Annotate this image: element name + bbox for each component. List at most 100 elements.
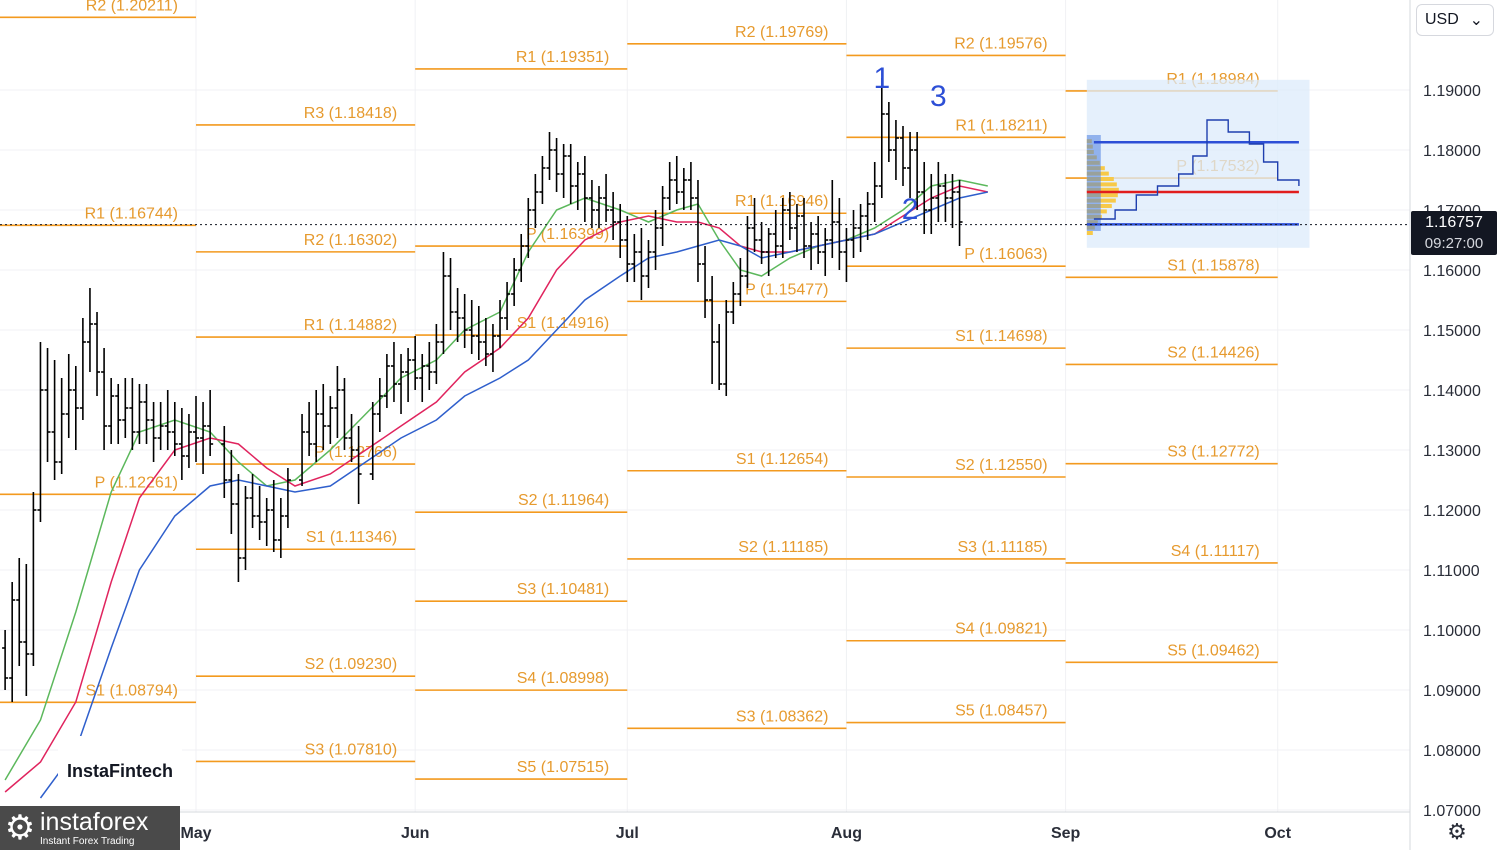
current-price-value: 1.16757 xyxy=(1425,214,1483,231)
ohlc-bar xyxy=(595,186,602,228)
profile-outline xyxy=(1093,119,1300,220)
ohlc-bar xyxy=(603,174,610,222)
ohlc-bar xyxy=(892,120,899,180)
wave-label: 2 xyxy=(902,193,919,226)
settings-icon[interactable]: ⚙ xyxy=(1447,819,1467,844)
ohlc-bar xyxy=(504,282,511,330)
ohlc-bar xyxy=(843,228,850,282)
pivot-label: R1 (1.14882) xyxy=(304,317,397,334)
profile-bar xyxy=(1086,182,1117,187)
y-tick-label: 1.13000 xyxy=(1423,443,1481,460)
ohlc-bar xyxy=(249,474,256,528)
pivot-label: S4 (1.09821) xyxy=(955,621,1048,638)
pivot-label: S5 (1.09462) xyxy=(1167,642,1260,659)
ohlc-bar xyxy=(680,168,687,210)
ohlc-bar xyxy=(730,282,737,324)
x-axis[interactable]: May Jun Jul Aug Sep Oct xyxy=(180,825,1291,842)
y-tick-label: 1.15000 xyxy=(1423,323,1481,340)
ohlc-bar xyxy=(829,180,836,258)
ohlc-bar xyxy=(694,180,701,282)
ohlc-bar xyxy=(532,174,539,228)
pivot-label: R1 (1.16946) xyxy=(735,193,828,210)
candles xyxy=(2,78,963,702)
pivot-label: R2 (1.19576) xyxy=(954,35,1047,52)
ohlc-bar xyxy=(171,402,178,456)
y-axis[interactable]: 1.190001.180001.170001.160001.150001.140… xyxy=(1423,83,1481,820)
ohlc-bar xyxy=(836,198,843,270)
pivot-label: S3 (1.11185) xyxy=(957,539,1047,556)
x-tick-label: May xyxy=(180,825,211,842)
profile-bar xyxy=(1086,231,1093,235)
ohlc-bar xyxy=(426,342,433,390)
ohlc-bar xyxy=(263,498,270,546)
ohlc-bar xyxy=(581,156,588,222)
instafintech-watermark: InstaFintech xyxy=(58,736,182,806)
gear-icon: ⚙ xyxy=(4,809,36,847)
ohlc-bar xyxy=(765,228,772,276)
x-tick-label: Jul xyxy=(616,825,639,842)
ohlc-bar xyxy=(405,348,412,402)
y-tick-label: 1.08000 xyxy=(1423,743,1481,760)
ohlc-bar xyxy=(447,258,454,330)
ohlc-bar xyxy=(638,228,645,300)
ohlc-bar xyxy=(2,630,9,690)
currency-selector[interactable]: USD ⌄ xyxy=(1416,4,1494,36)
moving-average-line xyxy=(39,191,988,799)
ohlc-bar xyxy=(928,174,935,234)
wave-labels: 1 2 3 xyxy=(873,62,946,226)
ohlc-bar xyxy=(79,318,86,420)
ohlc-bar xyxy=(864,192,871,240)
ohlc-bar xyxy=(23,564,30,696)
y-tick-label: 1.10000 xyxy=(1423,623,1481,640)
y-tick-label: 1.09000 xyxy=(1423,683,1481,700)
ohlc-bar xyxy=(72,366,79,450)
profile-bar xyxy=(1086,187,1119,192)
ohlc-bar xyxy=(921,162,928,234)
ohlc-bar xyxy=(702,246,709,318)
pivot-label: P (1.12261) xyxy=(95,474,178,491)
ohlc-bar xyxy=(772,210,779,258)
ohlc-bar xyxy=(885,102,892,162)
profile-bar xyxy=(1086,193,1118,198)
y-tick-label: 1.07000 xyxy=(1423,803,1481,820)
ohlc-bar xyxy=(277,498,284,558)
y-tick-label: 1.14000 xyxy=(1423,383,1481,400)
pivot-label: P (1.12766) xyxy=(314,444,397,461)
pivot-label: S2 (1.14426) xyxy=(1167,344,1260,361)
y-tick-label: 1.16000 xyxy=(1423,263,1481,280)
ohlc-bar xyxy=(419,354,426,402)
ohlc-bar xyxy=(461,294,468,348)
x-tick-label: Sep xyxy=(1051,825,1081,842)
pivot-label: S4 (1.08998) xyxy=(517,670,610,687)
ohlc-bar xyxy=(454,288,461,342)
ohlc-bar xyxy=(822,228,829,276)
currency-label: USD xyxy=(1425,11,1459,28)
pivot-label: S2 (1.09230) xyxy=(305,656,398,673)
ohlc-bar xyxy=(624,216,631,282)
ohlc-bar xyxy=(369,402,376,480)
ohlc-bar xyxy=(157,402,164,450)
ohlc-bar xyxy=(737,258,744,306)
ohlc-bar xyxy=(900,126,906,186)
ohlc-bar xyxy=(744,216,751,288)
ohlc-bar xyxy=(652,210,659,270)
y-tick-label: 1.19000 xyxy=(1423,83,1481,100)
ohlc-bar xyxy=(122,378,129,438)
ohlc-bar xyxy=(871,162,878,222)
current-price-tag: 1.16757 09:27:00 xyxy=(1411,211,1497,255)
logo-name: instaforex xyxy=(40,807,149,836)
ohlc-bar xyxy=(793,204,800,252)
ohlc-bar xyxy=(200,402,207,474)
ohlc-bar xyxy=(489,324,496,372)
logo-tagline: Instant Forex Trading xyxy=(40,835,135,847)
ohlc-bar xyxy=(86,288,93,372)
ohlc-bar xyxy=(355,426,362,504)
pivot-label: R2 (1.19769) xyxy=(735,24,828,41)
ohlc-bar xyxy=(567,144,574,204)
ohlc-bar xyxy=(9,582,16,702)
profile-area xyxy=(1086,79,1310,248)
ohlc-bar xyxy=(907,132,914,198)
ohlc-bar xyxy=(786,192,793,240)
ohlc-bar xyxy=(193,396,199,462)
